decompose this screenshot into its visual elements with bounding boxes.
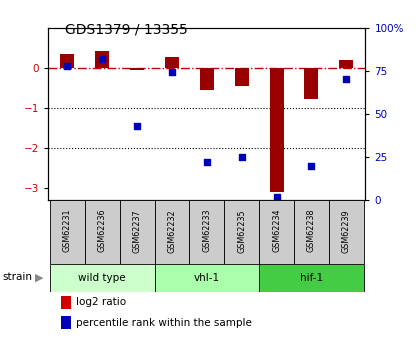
Text: wild type: wild type bbox=[79, 273, 126, 283]
Bar bbox=[50, 264, 155, 292]
Point bbox=[64, 63, 71, 68]
Text: vhl-1: vhl-1 bbox=[194, 273, 220, 283]
Point bbox=[203, 159, 210, 165]
Text: strain: strain bbox=[2, 273, 32, 282]
Point bbox=[169, 70, 176, 75]
Text: GSM62237: GSM62237 bbox=[133, 209, 142, 253]
Bar bbox=[155, 200, 189, 264]
Point bbox=[273, 194, 280, 199]
Bar bbox=[85, 200, 120, 264]
Bar bbox=[130, 68, 144, 70]
Bar bbox=[165, 57, 179, 68]
Bar bbox=[329, 200, 364, 264]
Text: GDS1379 / 13355: GDS1379 / 13355 bbox=[65, 22, 188, 37]
Text: percentile rank within the sample: percentile rank within the sample bbox=[76, 318, 252, 328]
Bar bbox=[294, 200, 329, 264]
Bar bbox=[224, 200, 259, 264]
Text: GSM62232: GSM62232 bbox=[168, 209, 176, 253]
Bar bbox=[259, 264, 364, 292]
Text: log2 ratio: log2 ratio bbox=[76, 297, 126, 307]
Text: hif-1: hif-1 bbox=[300, 273, 323, 283]
Point bbox=[134, 123, 141, 129]
Bar bbox=[155, 264, 259, 292]
Text: GSM62231: GSM62231 bbox=[63, 209, 72, 253]
Text: GSM62236: GSM62236 bbox=[98, 209, 107, 253]
Bar bbox=[95, 51, 109, 68]
Bar bbox=[339, 60, 353, 68]
Text: GSM62238: GSM62238 bbox=[307, 209, 316, 253]
Text: GSM62233: GSM62233 bbox=[202, 209, 211, 253]
Bar bbox=[50, 200, 85, 264]
Bar bbox=[189, 200, 224, 264]
Text: GSM62235: GSM62235 bbox=[237, 209, 246, 253]
Text: GSM62239: GSM62239 bbox=[342, 209, 351, 253]
Bar bbox=[200, 68, 214, 90]
Bar bbox=[259, 200, 294, 264]
Bar bbox=[120, 200, 155, 264]
Point bbox=[308, 163, 315, 168]
Point bbox=[99, 56, 106, 61]
Point bbox=[238, 154, 245, 160]
Bar bbox=[60, 54, 74, 68]
Point bbox=[343, 77, 349, 82]
Bar bbox=[304, 68, 318, 99]
Text: ▶: ▶ bbox=[35, 273, 43, 282]
Bar bbox=[235, 68, 249, 86]
Bar bbox=[270, 68, 284, 192]
Text: GSM62234: GSM62234 bbox=[272, 209, 281, 253]
